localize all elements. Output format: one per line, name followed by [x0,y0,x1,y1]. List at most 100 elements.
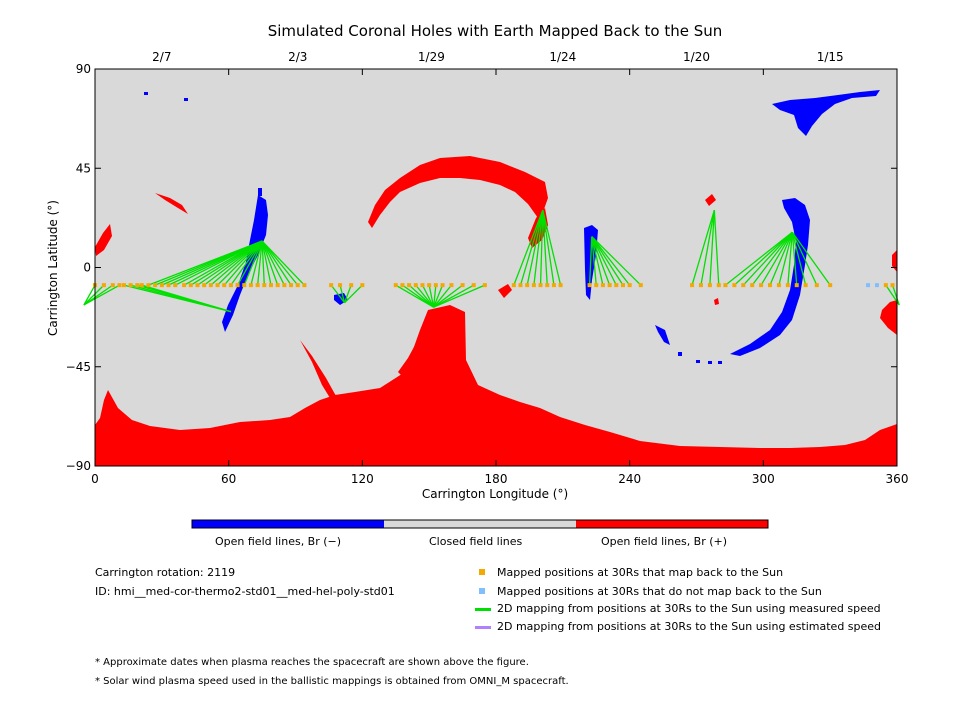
mapping-line [691,209,715,286]
mapping-line [261,240,279,286]
mapping-line [261,240,272,286]
estimated-speed-line-icon [475,626,491,629]
mapping-line [344,284,363,304]
mapped-point [407,283,412,288]
x-tick-label: 360 [886,472,909,486]
mapping-line [141,284,232,313]
mapped-point [828,283,833,288]
mapped-point [551,283,556,288]
central-negative-hole-1 [222,195,268,332]
mapped-point [195,283,200,288]
mapping-line [751,231,793,286]
footnote-dates: * Approximate dates when plasma reaches … [95,657,529,668]
legend-item-unmapped: Mapped positions at 30Rs that do not map… [497,585,822,598]
x-tick-label: 60 [221,472,236,486]
mapping-line [261,240,305,286]
mapped-point [110,283,115,288]
mapping-line [539,210,544,286]
mapping-line [433,284,475,308]
mapped-point [282,283,287,288]
x-tick-label: 120 [351,472,374,486]
mapped-point [538,283,543,288]
mapped-point [360,283,365,288]
mapped-point [302,283,307,288]
mapping-line [83,284,105,306]
mapped-point [427,283,432,288]
top-date-label: 1/15 [817,50,844,64]
mapping-line [330,284,346,304]
mapped-point [215,283,220,288]
mapped-point [159,283,164,288]
mapped-point [295,283,300,288]
mapping-lines [83,209,900,313]
mapped-point [707,283,712,288]
y-tick-label: 0 [83,261,91,275]
mapped-point [785,283,790,288]
mapped-point [558,283,563,288]
northern-negative-hole [772,90,880,136]
mapped-point [883,283,888,288]
mapping-line [174,240,263,286]
positive-polarity-regions [95,156,897,466]
mapping-line [742,231,793,286]
mapping-line [513,209,544,286]
mapping-line [217,240,263,286]
colorbar-segment [192,520,384,528]
central-negative-hole-2 [730,198,810,356]
mapped-point [531,283,536,288]
mapped-point [349,283,354,288]
colorbar-frame [191,519,769,529]
mapped-square-icon [479,569,485,575]
mapped-point [587,283,592,288]
mapping-line [433,284,486,308]
mapped-point [750,283,755,288]
mapped-point [518,283,523,288]
top-date-label: 2/3 [288,50,307,64]
mapped-point [803,283,808,288]
small-positive-patch-5 [498,284,512,298]
mapped-point [248,283,253,288]
mapping-line [408,284,435,308]
mapping-line [428,285,435,308]
carrington-rotation: Carrington rotation: 2119 [95,566,236,579]
mapping-line [769,231,793,286]
x-tick-label: 300 [752,472,775,486]
measured-speed-line-icon [475,608,491,611]
mapped-point [242,283,247,288]
mapped-point [525,283,530,288]
mapping-line [733,231,793,286]
colorbar-segment [576,520,768,528]
mapping-line [432,285,437,308]
small-positive-patch-6 [705,194,716,206]
mapping-line [542,210,562,286]
mapped-point [594,283,599,288]
mapped-point [814,283,819,288]
mapping-line [210,240,263,286]
model-id: ID: hmi__med-cor-thermo2-std01__med-hel-… [95,585,395,598]
top-date-label: 1/20 [683,50,710,64]
y-axis-label: Carrington Latitude (°) [46,200,60,336]
chart-title: Simulated Coronal Holes with Earth Mappe… [268,22,723,40]
mapped-point [228,283,233,288]
mapped-point [135,283,140,288]
mapping-line [261,240,292,286]
mapped-point [698,283,703,288]
mapped-point [471,283,476,288]
mapped-point [235,283,240,288]
mapping-line [433,284,463,308]
mapped-point [440,283,445,288]
small-positive-patch-7 [714,298,719,305]
mapped-point [268,283,273,288]
mapped-point [182,283,187,288]
mapped-point [146,283,151,288]
y-tick-label: 90 [76,62,91,76]
mapping-line [591,236,611,286]
mapped-point [208,283,213,288]
mapping-line [223,240,263,286]
mapping-line [700,210,715,286]
mapping-line [591,236,597,286]
south-tendril [300,340,336,398]
small-positive-patch-2 [95,224,112,256]
legend-item-measured: 2D mapping from positions at 30Rs to the… [497,602,881,615]
